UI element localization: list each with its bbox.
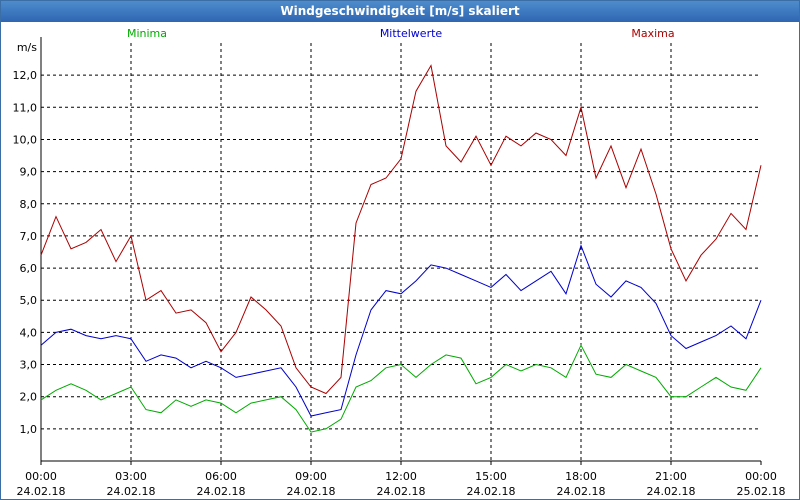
series-line-minima — [40, 344, 762, 433]
x-tick-time: 18:00 — [565, 470, 597, 483]
x-tick-date: 25.02.18 — [737, 485, 786, 498]
wind-speed-chart: 1,0 2,0 3,0 4,0 5,0 6,0 7,0 8,0 9,0 10,0 11,0 12,0 0… — [13, 27, 786, 498]
series-line-mittelwerte — [40, 244, 762, 417]
x-tick-time: 00:00 — [745, 470, 777, 483]
x-tick-date: 24.02.18 — [287, 485, 336, 498]
x-tick-date: 24.02.18 — [107, 485, 156, 498]
y-tick-label: 9,0 — [20, 166, 38, 179]
y-tick-label: 10,0 — [13, 133, 38, 146]
legend-maxima: Maxima — [631, 27, 674, 40]
x-tick-date: 24.02.18 — [197, 485, 246, 498]
x-tick-time: 09:00 — [295, 470, 327, 483]
x-tick-time: 00:00 — [25, 470, 57, 483]
x-tick-date: 24.02.18 — [17, 485, 66, 498]
x-tick-date: 24.02.18 — [647, 485, 696, 498]
y-tick-label: 2,0 — [20, 391, 38, 404]
x-tick-time: 03:00 — [115, 470, 147, 483]
x-tick-date: 24.02.18 — [377, 485, 426, 498]
x-tick-time: 21:00 — [655, 470, 687, 483]
window-title: Windgeschwindigkeit [m/s] skaliert — [1, 1, 799, 22]
y-tick-label: 1,0 — [20, 423, 38, 436]
y-tick-label: 8,0 — [20, 198, 38, 211]
x-tick-time: 12:00 — [385, 470, 417, 483]
y-tick-label: 6,0 — [20, 262, 38, 275]
y-tick-label: 11,0 — [13, 101, 38, 114]
y-tick-label: 4,0 — [20, 326, 38, 339]
y-tick-label: 3,0 — [20, 359, 38, 372]
x-tick-date: 24.02.18 — [467, 485, 516, 498]
legend-mittelwerte: Mittelwerte — [380, 27, 443, 40]
y-tick-label: 5,0 — [20, 294, 38, 307]
x-tick-date: 24.02.18 — [557, 485, 606, 498]
y-tick-label: 12,0 — [13, 69, 38, 82]
legend-minima: Minima — [127, 27, 167, 40]
series-line-maxima — [40, 64, 762, 395]
y-axis-label: m/s — [17, 41, 37, 54]
x-tick-time: 06:00 — [205, 470, 237, 483]
y-tick-label: 7,0 — [20, 230, 38, 243]
x-tick-time: 15:00 — [475, 470, 507, 483]
